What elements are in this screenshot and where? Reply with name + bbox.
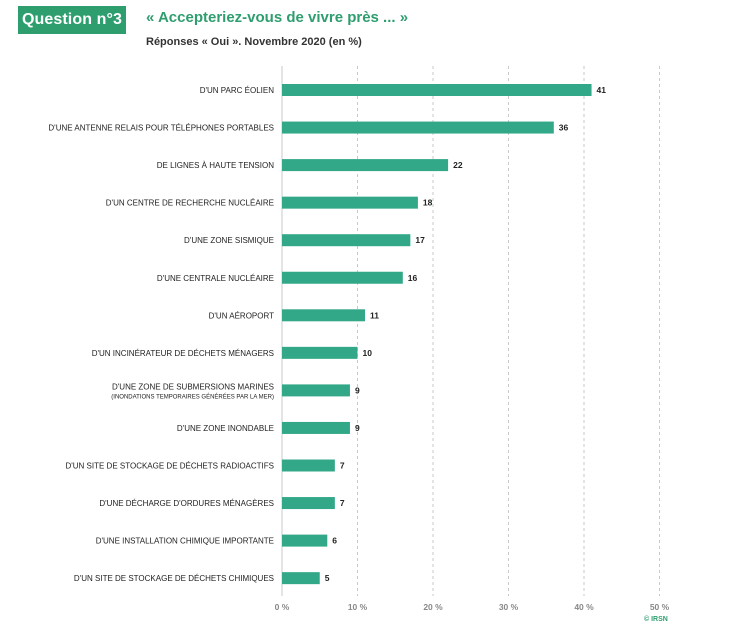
x-tick-label: 40 % <box>574 602 594 612</box>
bar <box>282 84 592 96</box>
category-label: D'UNE ZONE INONDABLE <box>177 424 274 433</box>
bar <box>282 421 350 434</box>
x-tick-label: 0 % <box>275 602 290 612</box>
value-label: 11 <box>370 310 379 320</box>
value-label: 36 <box>559 123 569 133</box>
value-label: 9 <box>355 385 360 395</box>
category-label: D'UN PARC ÉOLIEN <box>200 86 275 95</box>
category-label: D'UNE ZONE SISMIQUE <box>184 236 274 245</box>
bar <box>282 572 320 585</box>
category-label: DE LIGNES À HAUTE TENSION <box>157 161 274 170</box>
value-label: 9 <box>355 423 360 433</box>
bar <box>282 384 350 397</box>
category-note: (INONDATIONS TEMPORAIRES GÉNÉRÉES PAR LA… <box>111 393 274 400</box>
chart-subtitle: Réponses « Oui ». Novembre 2020 (en %) <box>146 36 362 48</box>
bar <box>282 196 418 209</box>
category-label: D'UN AÉROPORT <box>209 311 275 320</box>
bar <box>282 234 411 247</box>
x-tick-label: 10 % <box>348 602 368 612</box>
category-label: D'UN CENTRE DE RECHERCHE NUCLÉAIRE <box>106 199 274 208</box>
value-label: 7 <box>340 461 345 471</box>
value-label: 41 <box>597 85 607 95</box>
credit-label: © IRSN <box>644 616 668 623</box>
value-label: 22 <box>453 160 463 170</box>
value-label: 7 <box>340 498 345 508</box>
category-label: D'UN SITE DE STOCKAGE DE DÉCHETS CHIMIQU… <box>74 574 274 583</box>
category-label: D'UNE DÉCHARGE D'ORDURES MÉNAGÈRES <box>99 499 274 508</box>
bar <box>282 346 358 359</box>
category-label: D'UNE ZONE DE SUBMERSIONS MARINES <box>112 382 274 391</box>
bar <box>282 121 554 134</box>
category-label: D'UN INCINÉRATEUR DE DÉCHETS MÉNAGERS <box>92 349 274 358</box>
value-label: 10 <box>363 348 373 358</box>
bar <box>282 459 335 472</box>
category-label: D'UNE INSTALLATION CHIMIQUE IMPORTANTE <box>96 537 274 546</box>
x-tick-label: 20 % <box>423 602 443 612</box>
x-tick-label: 30 % <box>499 602 519 612</box>
category-label: D'UNE CENTRALE NUCLÉAIRE <box>157 274 274 283</box>
chart-title: « Accepteriez-vous de vivre près ... » <box>146 9 409 26</box>
question-badge: Question n°3 <box>18 6 126 34</box>
category-label: D'UNE ANTENNE RELAIS POUR TÉLÉPHONES POR… <box>48 124 274 133</box>
bar <box>282 159 449 172</box>
bar <box>282 497 335 510</box>
value-label: 17 <box>415 235 425 245</box>
value-label: 5 <box>325 573 330 583</box>
bar <box>282 271 403 284</box>
value-label: 18 <box>423 198 433 208</box>
category-label: D'UN SITE DE STOCKAGE DE DÉCHETS RADIOAC… <box>65 462 274 471</box>
value-label: 6 <box>332 536 337 546</box>
bar <box>282 309 366 322</box>
bar <box>282 534 328 547</box>
value-label: 16 <box>408 273 418 283</box>
x-tick-label: 50 % <box>650 602 670 612</box>
